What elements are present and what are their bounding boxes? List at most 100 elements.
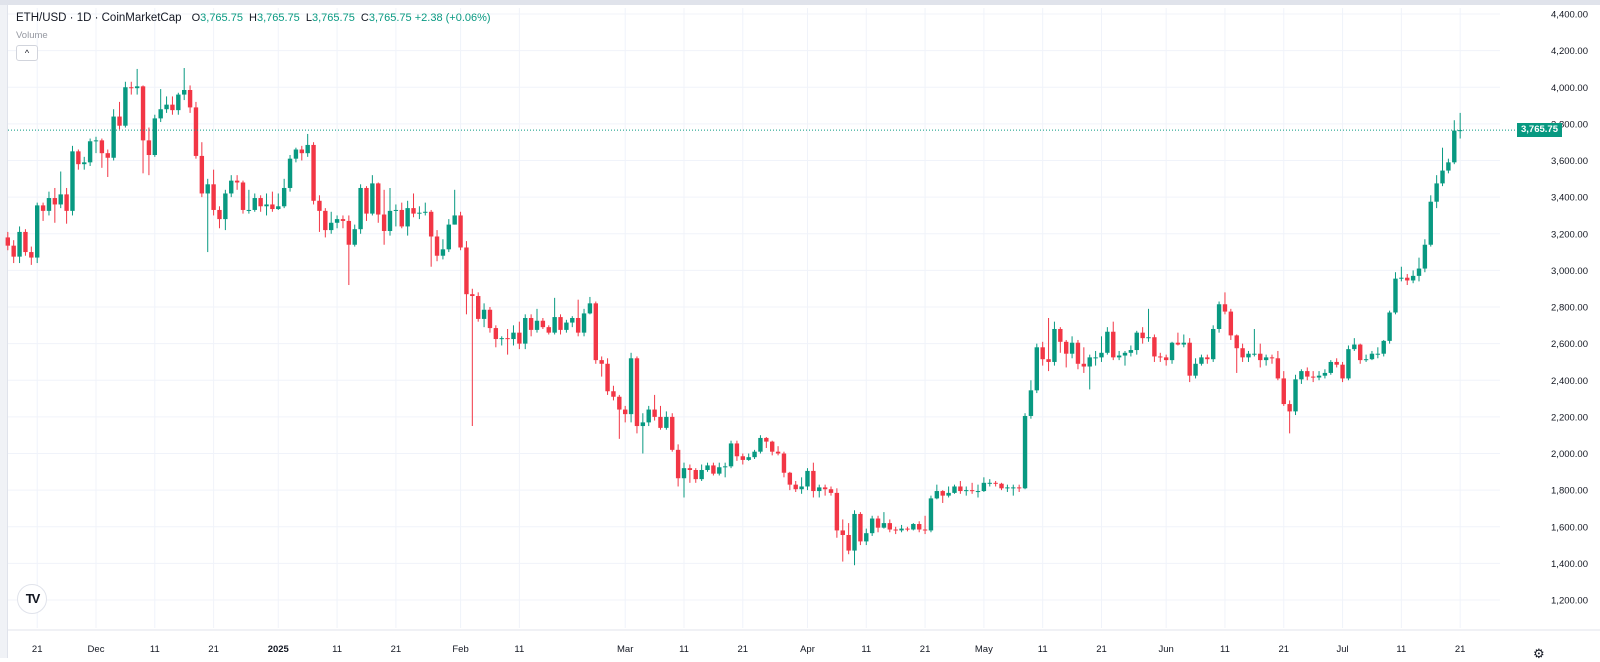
candle bbox=[805, 468, 810, 491]
candle-body bbox=[23, 231, 28, 253]
candle-body bbox=[546, 327, 551, 333]
candle-body bbox=[1287, 404, 1292, 412]
candle-body bbox=[87, 141, 93, 163]
candle bbox=[334, 215, 340, 229]
y-tick-label: 1,800.00 bbox=[1551, 486, 1588, 497]
candle-body bbox=[564, 322, 569, 330]
candle-body bbox=[728, 443, 734, 467]
left-toolbar-edge[interactable] bbox=[0, 5, 8, 658]
candles bbox=[5, 68, 1515, 566]
collapse-legend-button[interactable]: ^ bbox=[16, 45, 38, 61]
candle bbox=[817, 484, 822, 498]
candle bbox=[628, 352, 634, 423]
candle bbox=[975, 484, 981, 498]
candle-body bbox=[187, 89, 193, 108]
close-value: 3,765.75 bbox=[368, 12, 412, 24]
candle bbox=[1228, 308, 1234, 340]
candle bbox=[540, 317, 546, 329]
candle bbox=[64, 187, 69, 224]
candle bbox=[1075, 339, 1081, 370]
candle bbox=[987, 479, 992, 487]
candle-body bbox=[987, 482, 992, 484]
candle bbox=[734, 440, 740, 461]
candle bbox=[299, 145, 304, 161]
candle-body bbox=[1205, 357, 1210, 360]
candle-body bbox=[1310, 376, 1316, 378]
candle bbox=[581, 308, 587, 337]
candle bbox=[258, 195, 263, 212]
y-tick-label: 1,400.00 bbox=[1551, 559, 1588, 570]
candle-body bbox=[1146, 337, 1151, 339]
candle bbox=[270, 191, 275, 212]
candle-body bbox=[793, 484, 798, 490]
candle bbox=[552, 297, 557, 335]
candle-body bbox=[370, 183, 375, 214]
candle-body bbox=[1334, 361, 1339, 365]
candle-body bbox=[599, 360, 604, 364]
candle bbox=[1064, 339, 1069, 368]
candle bbox=[205, 178, 210, 253]
gear-icon[interactable]: ⚙ bbox=[1533, 646, 1545, 661]
candle-body bbox=[452, 215, 457, 225]
candle bbox=[223, 189, 228, 231]
candle bbox=[1152, 334, 1157, 362]
candle-body bbox=[634, 358, 640, 427]
candle bbox=[1069, 336, 1075, 359]
tradingview-logo[interactable]: TV bbox=[17, 584, 47, 614]
candle bbox=[1005, 484, 1010, 492]
candle bbox=[887, 519, 892, 533]
candle bbox=[29, 246, 34, 265]
candle-body bbox=[252, 198, 257, 210]
candle-body bbox=[1093, 357, 1098, 359]
candle-body bbox=[223, 193, 228, 220]
candle bbox=[1205, 354, 1210, 364]
candle bbox=[599, 356, 604, 377]
candle bbox=[1016, 484, 1022, 492]
candle-body bbox=[734, 443, 740, 457]
candle-body bbox=[511, 332, 516, 340]
y-tick-label: 4,000.00 bbox=[1551, 83, 1588, 94]
candle bbox=[123, 81, 128, 128]
candle-body bbox=[899, 528, 904, 531]
candle-body bbox=[605, 363, 610, 392]
candle-body bbox=[1034, 347, 1039, 391]
candle-body bbox=[1040, 347, 1045, 360]
candle-body bbox=[675, 449, 681, 479]
candle-body bbox=[1081, 363, 1087, 367]
candle bbox=[587, 296, 593, 315]
candle-body bbox=[1116, 355, 1122, 358]
candle-body bbox=[1263, 357, 1269, 361]
candle-body bbox=[1163, 357, 1169, 361]
candle-body bbox=[76, 151, 81, 165]
candle-body bbox=[364, 187, 369, 214]
x-tick-label: 21 bbox=[32, 644, 43, 655]
candle-body bbox=[340, 219, 346, 221]
candle-body bbox=[746, 457, 751, 460]
candle bbox=[746, 453, 751, 461]
volume-label[interactable]: Volume bbox=[16, 30, 48, 41]
candle bbox=[1263, 354, 1269, 366]
candle-body bbox=[575, 317, 581, 333]
candle-body bbox=[817, 487, 822, 492]
candle-body bbox=[1240, 348, 1245, 358]
candle-body bbox=[1140, 332, 1145, 339]
candle bbox=[1352, 338, 1357, 351]
candle bbox=[423, 202, 428, 216]
candle bbox=[276, 193, 281, 210]
candle bbox=[593, 301, 598, 364]
candle-body bbox=[934, 491, 940, 499]
y-tick-label: 2,800.00 bbox=[1551, 303, 1588, 314]
candle bbox=[646, 405, 651, 427]
candle bbox=[211, 169, 216, 216]
candle bbox=[199, 142, 205, 198]
candle bbox=[675, 444, 681, 487]
candle bbox=[52, 187, 58, 223]
candle bbox=[993, 480, 998, 487]
candle bbox=[1275, 350, 1281, 381]
candle bbox=[811, 462, 816, 498]
y-tick-label: 3,200.00 bbox=[1551, 229, 1588, 240]
candle bbox=[1446, 158, 1451, 174]
candle-body bbox=[317, 200, 322, 211]
candle-body bbox=[528, 317, 534, 330]
